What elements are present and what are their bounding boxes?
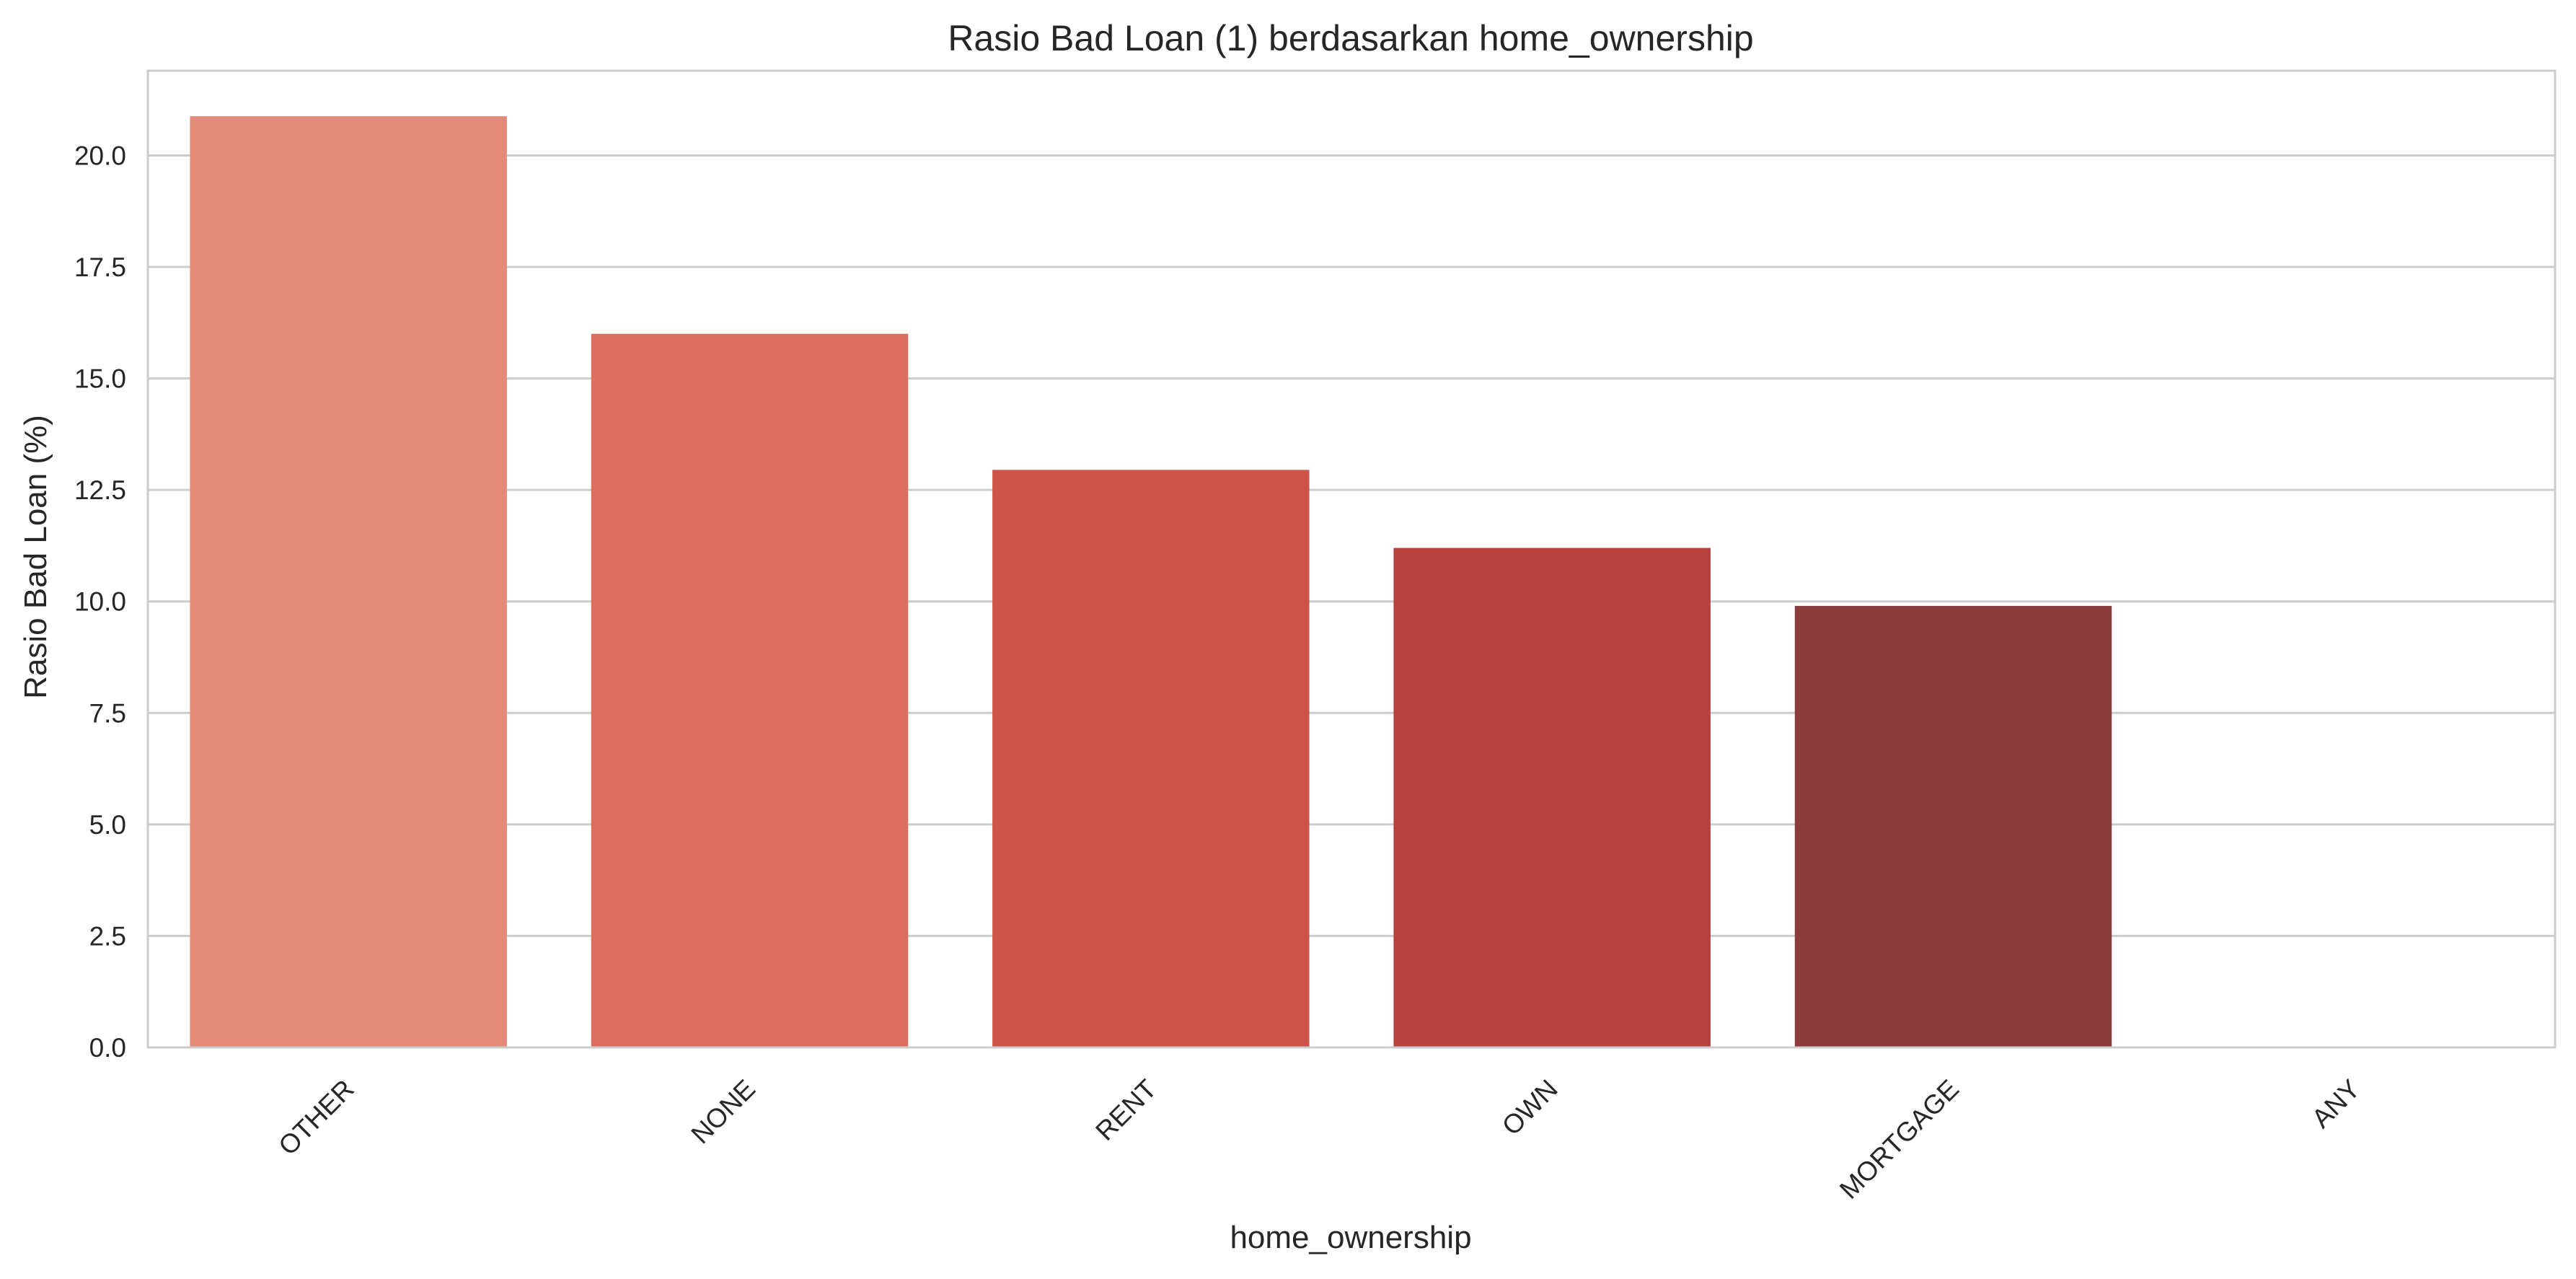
x-tick-label: NONE — [686, 1074, 762, 1150]
bar-own — [1393, 548, 1711, 1047]
bar-rent — [992, 470, 1310, 1047]
x-axis-label: home_ownership — [1230, 1220, 1471, 1255]
x-tick-label: RENT — [1090, 1074, 1162, 1146]
x-axis-ticks: OTHER NONE RENT OWN MORTGAGE ANY — [273, 1074, 2365, 1205]
gridlines — [148, 154, 2555, 1049]
y-tick-label: 10.0 — [74, 587, 126, 617]
y-tick-label: 20.0 — [74, 141, 126, 170]
bar-mortgage — [1794, 605, 2112, 1047]
plot-frame — [146, 69, 2557, 1049]
bars — [190, 116, 2112, 1048]
y-tick-label: 17.5 — [74, 252, 126, 282]
x-tick-label: MORTGAGE — [1834, 1074, 1964, 1205]
x-tick-label: ANY — [2306, 1074, 2366, 1134]
y-tick-label: 5.0 — [89, 810, 126, 840]
x-tick-label: OWN — [1496, 1074, 1563, 1141]
chart-title: Rasio Bad Loan (1) berdasarkan home_owne… — [948, 18, 1753, 58]
y-tick-label: 0.0 — [89, 1033, 126, 1063]
y-tick-label: 15.0 — [74, 364, 126, 394]
y-tick-label: 12.5 — [74, 475, 126, 505]
bar-other — [190, 116, 507, 1048]
y-tick-label: 7.5 — [89, 698, 126, 728]
y-tick-label: 2.5 — [89, 921, 126, 951]
y-axis-label: Rasio Bad Loan (%) — [18, 415, 53, 699]
y-axis-ticks: 0.0 2.5 5.0 7.5 10.0 12.5 15.0 17.5 20.0 — [74, 141, 126, 1063]
bar-none — [591, 333, 909, 1047]
x-tick-label: OTHER — [273, 1074, 360, 1161]
